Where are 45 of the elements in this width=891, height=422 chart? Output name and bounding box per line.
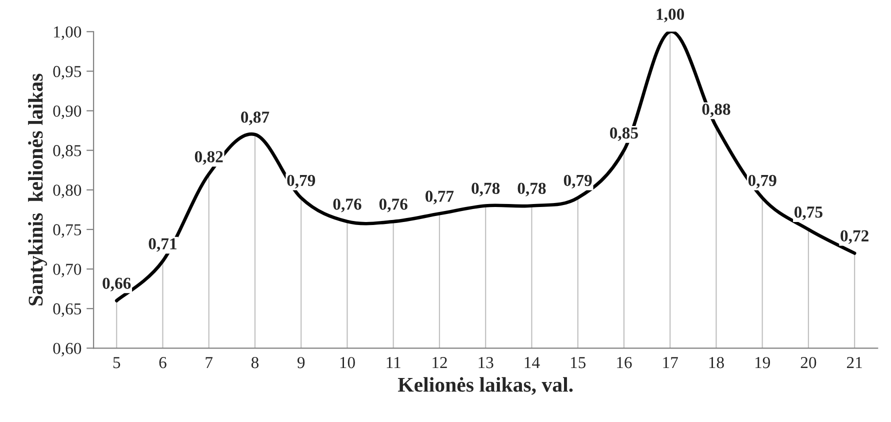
- data-label: 0,77: [426, 190, 454, 204]
- x-tick-label: 11: [386, 357, 400, 368]
- x-tick-label: 15: [570, 357, 586, 368]
- y-tick-label: 0,60: [53, 342, 82, 356]
- y-tick-label: 0,85: [53, 145, 82, 159]
- data-label: 0,87: [241, 112, 270, 126]
- y-tick-label: 0,75: [53, 224, 82, 238]
- x-tick-label: 20: [800, 356, 816, 368]
- data-label: 0,71: [148, 238, 176, 252]
- x-tick-label: 14: [524, 357, 540, 368]
- x-tick-label: 5: [113, 357, 120, 368]
- y-tick-label: 0,80: [53, 184, 82, 198]
- data-label: 0,82: [194, 151, 223, 165]
- x-tick-label: 10: [340, 356, 355, 368]
- x-tick-label: 19: [755, 357, 770, 368]
- x-axis-title: Kelionės laikas, val.: [398, 377, 573, 395]
- data-label: 0,66: [102, 278, 131, 292]
- data-label: 1,00: [656, 8, 684, 22]
- x-tick-label: 6: [159, 357, 166, 368]
- x-tick-label: 16: [617, 357, 632, 368]
- data-label: 0,78: [472, 182, 500, 196]
- data-label: 0,78: [518, 182, 546, 196]
- y-tick-label: 0,65: [53, 303, 82, 317]
- data-label: 0,79: [287, 174, 316, 189]
- y-tick-label: 0,90: [53, 105, 82, 120]
- x-tick-label: 12: [432, 357, 447, 368]
- x-tick-label: 7: [206, 357, 213, 368]
- x-tick-label: 9: [297, 357, 305, 368]
- y-axis-title: Santykinis kelionės laikas: [28, 74, 48, 306]
- x-tick-label: 18: [709, 356, 724, 368]
- x-tick-label: 13: [478, 357, 494, 368]
- data-label: 0,79: [564, 174, 592, 189]
- data-label: 0,85: [610, 127, 638, 142]
- y-tick-label: 0,95: [53, 66, 82, 80]
- y-tick-label: 0,70: [53, 264, 82, 278]
- data-label: 0,79: [748, 174, 776, 189]
- x-tick-label: 17: [663, 357, 678, 368]
- data-label: 0,88: [702, 104, 730, 118]
- y-tick-label: 1,00: [54, 26, 82, 40]
- x-tick-label: 8: [251, 356, 259, 368]
- x-tick-label: 21: [846, 357, 862, 368]
- data-label: 0,75: [794, 206, 822, 220]
- data-label: 0,72: [840, 230, 868, 244]
- data-label: 0,76: [333, 198, 362, 212]
- data-label: 0,76: [379, 198, 408, 212]
